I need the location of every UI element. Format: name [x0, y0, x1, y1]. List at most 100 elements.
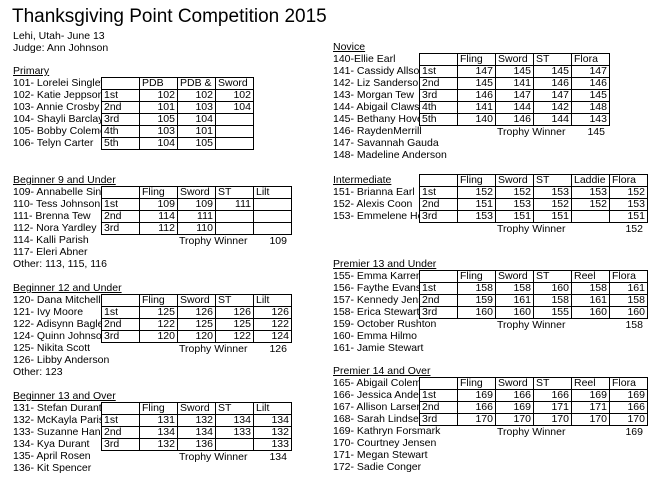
- dancer-name: Other: 123: [13, 366, 63, 378]
- trophy-winner-label: Trophy Winner: [179, 343, 248, 355]
- header-blank-cell: [419, 270, 458, 283]
- place-cell: 2nd: [419, 77, 458, 90]
- column-header: ST: [533, 53, 572, 66]
- dancer-name: 146- RaydenMerrill: [333, 125, 422, 137]
- score-cell: 144: [495, 101, 534, 114]
- score-cell: 140: [457, 113, 496, 126]
- score-cell: 142: [533, 101, 572, 114]
- dancer-name: 114- Kalli Parish: [13, 234, 89, 246]
- score-cell: 145: [457, 77, 496, 90]
- score-cell: 160: [457, 306, 496, 319]
- table-header-row: Fling Sword ST Lilt: [101, 294, 292, 307]
- score-cell: 153: [609, 198, 648, 211]
- table-row: 1st 102 102 102: [101, 89, 254, 102]
- column-header: Sword: [215, 77, 254, 90]
- score-cell: 125: [139, 306, 178, 319]
- score-cell: 132: [139, 438, 178, 451]
- place-cell: 4th: [101, 125, 140, 138]
- dancer-name: 171- Megan Stewart: [333, 449, 428, 461]
- score-cell: 141: [495, 77, 534, 90]
- score-cell: 102: [139, 89, 178, 102]
- score-cell: 103: [139, 125, 178, 138]
- column-header: Fling: [139, 294, 178, 307]
- score-cell: 126: [215, 306, 254, 319]
- score-cell: 171: [571, 401, 610, 414]
- score-cell: 151: [457, 198, 496, 211]
- place-cell: 3rd: [419, 306, 458, 319]
- section-heading: Beginner 9 and Under: [13, 174, 116, 186]
- score-cell: 146: [457, 89, 496, 102]
- table-header-row: Fling Sword ST Lilt: [101, 186, 292, 199]
- place-cell: 3rd: [419, 89, 458, 102]
- trophy-winner-value: 109: [269, 235, 287, 247]
- dancer-name: 172- Sadie Conger: [333, 461, 422, 473]
- column-header: Flora: [609, 377, 648, 390]
- section-heading: Intermediate: [333, 174, 392, 186]
- score-cell: 105: [139, 113, 178, 126]
- header-blank-cell: [419, 174, 458, 187]
- section-heading: Premier 14 and Over: [333, 365, 431, 377]
- score-cell: 158: [571, 282, 610, 295]
- table-row: 4th 141 144 142 148: [419, 101, 610, 114]
- section-heading: Primary: [13, 65, 50, 77]
- dancer-name: 121- Ivy Moore: [13, 306, 84, 318]
- score-cell: 170: [533, 413, 572, 426]
- dancer-name: 153- Emmelene Hovey: [333, 210, 419, 222]
- dancer-name: 170- Courtney Jensen: [333, 437, 437, 449]
- column-header: Lilt: [253, 186, 292, 199]
- place-cell: 1st: [419, 186, 458, 199]
- score-cell: 171: [533, 401, 572, 414]
- score-cell: [215, 113, 254, 126]
- column-header: Sword: [177, 294, 216, 307]
- dancer-name: 135- April Rosen: [13, 450, 91, 462]
- column-header: PDB & HO: [177, 77, 216, 90]
- dancer-name: 161- Jamie Stewart: [333, 342, 424, 354]
- score-cell: 145: [533, 65, 572, 78]
- table-row: 2nd 122 125 125 122: [101, 318, 292, 331]
- score-cell: 126: [253, 306, 292, 319]
- score-cell: 152: [609, 186, 648, 199]
- column-header: ST: [533, 174, 572, 187]
- place-cell: 2nd: [419, 294, 458, 307]
- score-cell: 111: [215, 198, 254, 211]
- trophy-winner-label: Trophy Winner: [497, 223, 566, 235]
- trophy-winner-label: Trophy Winner: [497, 426, 566, 438]
- score-cell: 170: [571, 413, 610, 426]
- scores-table: Fling Sword ST Flora 1st 147 145 145 147 2nd 145 14…: [419, 53, 610, 126]
- trophy-winner-label: Trophy Winner: [497, 126, 566, 138]
- dancer-name: 152- Alexis Coon: [333, 198, 413, 210]
- place-cell: 3rd: [101, 222, 140, 235]
- score-cell: 160: [571, 306, 610, 319]
- score-cell: 161: [495, 294, 534, 307]
- score-cell: 151: [609, 210, 648, 223]
- place-cell: 1st: [101, 198, 140, 211]
- score-cell: 120: [177, 330, 216, 343]
- dancer-name: 109- Annabelle Singley: [13, 186, 101, 198]
- score-cell: 146: [533, 77, 572, 90]
- score-cell: 144: [533, 113, 572, 126]
- table-row: 1st 131 132 134 134: [101, 414, 292, 427]
- table-row: 3rd 132 136 133: [101, 438, 292, 451]
- column-header: ST: [215, 186, 254, 199]
- score-cell: [215, 137, 254, 150]
- score-cell: 112: [139, 222, 178, 235]
- place-cell: 1st: [419, 282, 458, 295]
- table-header-row: Fling Sword ST Flora: [419, 53, 610, 66]
- score-cell: 134: [177, 426, 216, 439]
- score-cell: 104: [215, 101, 254, 114]
- dancer-name: 142- Liz Sanderson: [333, 77, 419, 89]
- table-row: 2nd 101 103 104: [101, 101, 254, 114]
- score-cell: 124: [253, 330, 292, 343]
- trophy-winner-value: 134: [269, 451, 287, 463]
- score-cell: 155: [533, 306, 572, 319]
- section-heading: Beginner 12 and Under: [13, 282, 122, 294]
- score-cell: 169: [495, 401, 534, 414]
- table-row: 2nd 134 134 133 132: [101, 426, 292, 439]
- dancer-name: 156- Faythe Evans: [333, 282, 419, 294]
- score-cell: 110: [177, 222, 216, 235]
- score-cell: 152: [457, 186, 496, 199]
- dancer-name: 117- Eleri Abner: [13, 246, 88, 258]
- table-row: 5th 140 146 144 143: [419, 113, 610, 126]
- score-cell: [253, 210, 292, 223]
- column-header: Reel: [571, 270, 610, 283]
